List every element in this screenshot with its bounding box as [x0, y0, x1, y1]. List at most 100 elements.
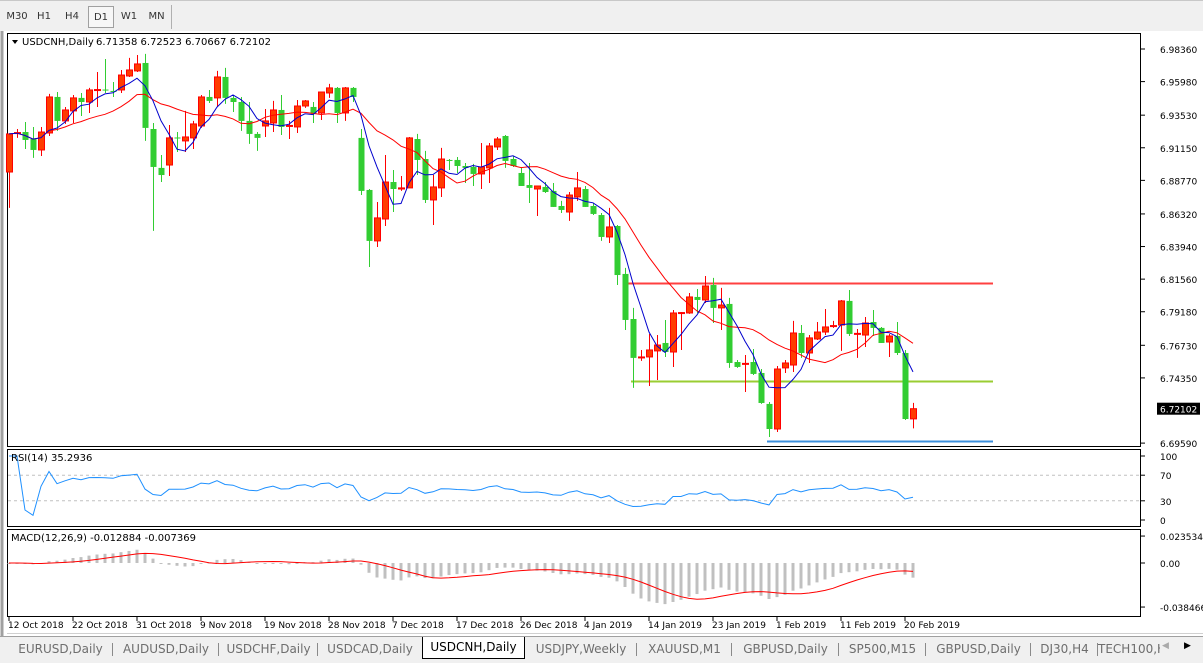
- candle: [614, 225, 621, 286]
- macd-histogram-bar: [727, 563, 731, 590]
- candle-body: [854, 332, 861, 335]
- candle: [766, 402, 773, 437]
- candle-body: [358, 137, 365, 191]
- candle: [798, 325, 805, 358]
- tab-dj30-h4[interactable]: DJ30,H4: [1040, 642, 1089, 656]
- candle: [334, 86, 341, 123]
- candle-body: [846, 300, 853, 334]
- macd-histogram-bar: [391, 563, 395, 580]
- timeframe-h1-button[interactable]: H1: [37, 11, 51, 22]
- macd-histogram-bar: [95, 554, 99, 563]
- tab-usdcad-daily[interactable]: USDCAD,Daily: [327, 642, 413, 656]
- candle: [702, 275, 709, 303]
- candle-body: [486, 145, 493, 169]
- date-axis-label: 11 Feb 2019: [840, 621, 896, 631]
- candle-body: [54, 96, 61, 121]
- candle: [54, 92, 61, 131]
- macd-histogram-bar: [871, 563, 875, 569]
- date-axis-label: 4 Jan 2019: [584, 621, 632, 631]
- timeframe-d1-button[interactable]: D1: [88, 6, 114, 28]
- candle-body: [910, 408, 917, 420]
- candle-body: [470, 166, 477, 174]
- tab-eurusd-daily[interactable]: EURUSD,Daily: [18, 642, 103, 656]
- rsi-axis-label: 70: [1160, 472, 1172, 482]
- candle: [622, 267, 629, 330]
- tab-usdchf-daily[interactable]: USDCHF,Daily: [226, 642, 311, 656]
- macd-histogram-bar: [567, 563, 571, 575]
- candle: [182, 110, 189, 153]
- candle-body: [310, 106, 317, 114]
- macd-histogram-bar: [263, 563, 267, 564]
- macd-histogram-bar: [215, 559, 219, 563]
- tab-audusd-daily[interactable]: AUDUSD,Daily: [122, 642, 210, 656]
- tab-scroll-left-icon[interactable]: ◀: [1162, 641, 1169, 651]
- macd-histogram-bar: [359, 563, 363, 565]
- macd-histogram-bar: [383, 563, 387, 579]
- candle-body: [278, 109, 285, 127]
- candle: [782, 359, 789, 373]
- candle-body: [406, 137, 413, 189]
- price-pane[interactable]: [6, 53, 994, 443]
- collapse-triangle-icon[interactable]: [12, 40, 18, 44]
- macd-histogram-bar: [575, 563, 579, 574]
- tab-scroll-right-icon[interactable]: ▶: [1184, 641, 1191, 651]
- macd-histogram-bar: [671, 563, 675, 602]
- tab-sp500-m15[interactable]: SP500,M15: [848, 642, 917, 656]
- candle-body: [350, 87, 357, 97]
- candle: [158, 155, 165, 183]
- macd-histogram-bar: [599, 563, 603, 577]
- rsi-pane[interactable]: [8, 455, 1140, 517]
- candle: [230, 95, 237, 113]
- candle: [406, 136, 413, 189]
- macd-histogram-bar: [815, 563, 819, 583]
- candle: [318, 91, 325, 120]
- macd-histogram-bar: [431, 563, 435, 579]
- candle-body: [566, 194, 573, 213]
- timeframe-mn-button[interactable]: MN: [148, 11, 165, 22]
- candle-body: [678, 312, 685, 315]
- price-axis-label: 6.86320: [1160, 211, 1197, 221]
- current-price-marker: [1157, 402, 1200, 415]
- macd-pane[interactable]: [7, 549, 915, 605]
- tab-xauusd-m1[interactable]: XAUUSD,M1: [648, 642, 721, 656]
- candle: [414, 133, 421, 176]
- candle-body: [302, 100, 309, 107]
- candle-body: [390, 182, 397, 189]
- macd-axis-label: 0.00: [1160, 560, 1180, 570]
- chart-window[interactable]: 6.98360 6.95980 6.93530 6.91150 6.88770 6.863…: [0, 0, 1203, 636]
- candle: [718, 287, 725, 330]
- candle: [166, 125, 173, 176]
- candle: [550, 182, 557, 207]
- candle: [534, 185, 541, 216]
- timeframe-m30-button[interactable]: M30: [6, 11, 28, 22]
- candle: [902, 349, 909, 420]
- candle: [254, 132, 261, 151]
- candle-body: [758, 372, 765, 403]
- macd-histogram-bar: [551, 563, 555, 573]
- tab-gbpusd-daily[interactable]: GBPUSD,Daily: [936, 642, 1021, 656]
- candle: [630, 307, 637, 388]
- macd-histogram-bar: [487, 563, 491, 571]
- candle: [510, 155, 517, 167]
- candle: [574, 172, 581, 201]
- tab-gbpusd-daily[interactable]: GBPUSD,Daily: [743, 642, 828, 656]
- candle-body: [446, 159, 453, 161]
- candle: [910, 402, 917, 429]
- candle: [78, 92, 85, 116]
- macd-histogram-bar: [639, 563, 643, 599]
- candle-body: [438, 158, 445, 189]
- tab-usdjpy-weekly[interactable]: USDJPY,Weekly: [535, 642, 627, 656]
- macd-histogram-bar: [799, 563, 803, 589]
- macd-histogram-bar: [615, 563, 619, 582]
- date-axis-label: 12 Oct 2018: [8, 621, 64, 631]
- timeframe-w1-button[interactable]: W1: [120, 11, 138, 22]
- candle: [102, 59, 109, 93]
- candle: [662, 319, 669, 357]
- macd-histogram-bar: [663, 563, 667, 605]
- macd-histogram-bar: [71, 558, 75, 563]
- tab-tech100-h[interactable]: TECH100,H: [1098, 642, 1160, 656]
- candle-body: [606, 226, 613, 238]
- tab-separator: [925, 643, 926, 656]
- timeframe-h4-button[interactable]: H4: [65, 11, 79, 22]
- tab-usdcnh-daily[interactable]: USDCNH,Daily: [422, 637, 525, 659]
